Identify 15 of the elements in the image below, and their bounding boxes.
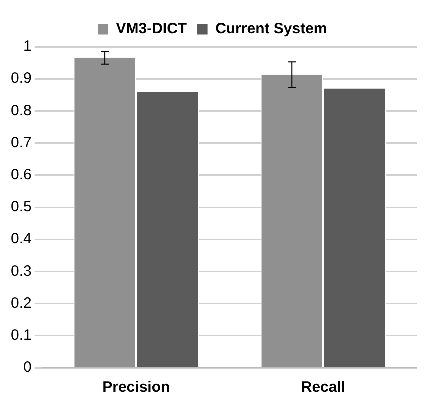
x-tick-label: Precision bbox=[102, 379, 170, 396]
x-tick-label: Recall bbox=[301, 379, 346, 396]
legend-label: Current System bbox=[216, 20, 328, 38]
y-tick-label: 0.5 bbox=[10, 198, 32, 216]
y-tick-label: 1 bbox=[24, 38, 32, 56]
legend-label: VM3-DICT bbox=[116, 20, 188, 38]
y-tick-label: 0.7 bbox=[10, 134, 32, 152]
y-tick-label: 0.4 bbox=[10, 230, 32, 248]
y-tick-label: 0.6 bbox=[10, 166, 32, 184]
y-tick-label: 0.8 bbox=[10, 102, 32, 120]
y-tick-label: 0.1 bbox=[10, 327, 32, 344]
y-tick-label: 0.2 bbox=[10, 294, 32, 312]
y-tick-label: 0.3 bbox=[10, 262, 32, 280]
y-tick-label: 0.9 bbox=[10, 70, 32, 88]
y-tick-label: 0 bbox=[24, 359, 32, 376]
